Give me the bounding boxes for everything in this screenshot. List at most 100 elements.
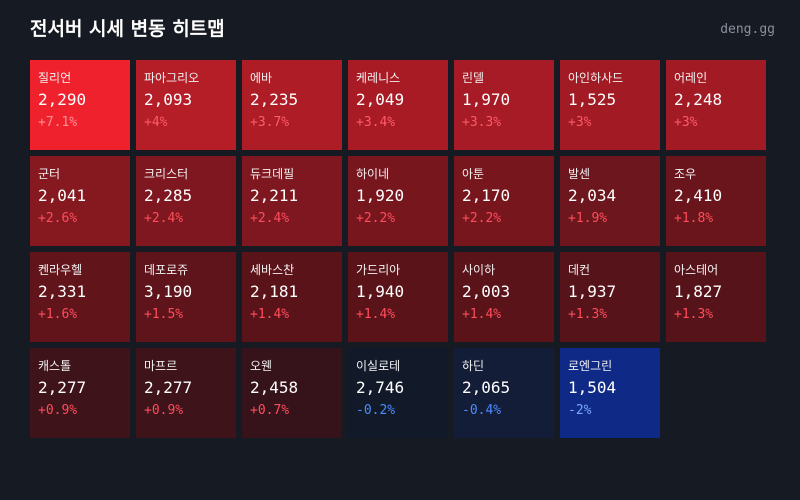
server-name: 아툰: [462, 167, 485, 181]
price-change: +3%: [568, 115, 592, 130]
price-change: +3%: [674, 115, 698, 130]
price-change: +7.1%: [38, 115, 78, 130]
server-price: 2,093: [144, 90, 193, 109]
server-name: 하이네: [356, 167, 390, 181]
price-change: +1.3%: [674, 307, 714, 322]
price-change: +1.5%: [144, 307, 184, 322]
price-change: +2.2%: [462, 211, 502, 226]
server-tile: 아툰 2,170 +2.2%: [454, 156, 554, 246]
server-name: 데포로쥬: [144, 263, 189, 277]
server-tile: 에바 2,235 +3.7%: [242, 60, 342, 150]
server-price: 1,525: [568, 90, 617, 109]
server-tile: 발센 2,034 +1.9%: [560, 156, 660, 246]
server-tile: 가드리아 1,940 +1.4%: [348, 252, 448, 342]
server-name: 듀크데필: [250, 167, 295, 181]
price-change: -0.4%: [462, 403, 502, 418]
price-change: +0.9%: [144, 403, 184, 418]
price-change: +1.9%: [568, 211, 608, 226]
server-name: 군터: [38, 167, 61, 181]
server-tile: 린델 1,970 +3.3%: [454, 60, 554, 150]
server-price: 2,331: [38, 282, 87, 301]
server-tile: 하딘 2,065 -0.4%: [454, 348, 554, 438]
price-change: +2.4%: [250, 211, 290, 226]
server-price: 2,211: [250, 186, 299, 205]
server-tile: 사이하 2,003 +1.4%: [454, 252, 554, 342]
server-tile: 질리언 2,290 +7.1%: [30, 60, 130, 150]
price-change: +2.6%: [38, 211, 78, 226]
page-title: 전서버 시세 변동 히트맵: [30, 18, 225, 40]
price-change: +3.4%: [356, 115, 396, 130]
server-tile: 크리스터 2,285 +2.4%: [136, 156, 236, 246]
server-name: 케레니스: [356, 71, 401, 85]
server-name: 하딘: [462, 359, 485, 373]
server-price: 2,458: [250, 378, 299, 397]
price-change: -0.2%: [356, 403, 396, 418]
server-price: 2,065: [462, 378, 511, 397]
server-price: 1,940: [356, 282, 405, 301]
server-price: 2,410: [674, 186, 723, 205]
server-name: 오웬: [250, 359, 273, 373]
price-change: +1.4%: [462, 307, 502, 322]
server-price: 2,746: [356, 378, 405, 397]
server-tile: 듀크데필 2,211 +2.4%: [242, 156, 342, 246]
server-price: 2,034: [568, 186, 617, 205]
server-name: 질리언: [38, 71, 72, 85]
server-price: 1,937: [568, 282, 617, 301]
server-tile: 아스테어 1,827 +1.3%: [666, 252, 766, 342]
server-name: 크리스터: [144, 167, 189, 181]
server-price: 1,970: [462, 90, 511, 109]
server-price: 1,827: [674, 282, 723, 301]
server-tile: 아인하사드 1,525 +3%: [560, 60, 660, 150]
server-name: 에바: [250, 71, 273, 85]
price-change: +1.6%: [38, 307, 78, 322]
brand: deng.gg: [720, 22, 775, 37]
price-change: +1.4%: [250, 307, 290, 322]
server-price: 2,290: [38, 90, 87, 109]
server-name: 캐스톨: [38, 359, 72, 373]
server-price: 2,285: [144, 186, 193, 205]
server-tile: 하이네 1,920 +2.2%: [348, 156, 448, 246]
server-tile: 마프르 2,277 +0.9%: [136, 348, 236, 438]
server-price: 2,181: [250, 282, 299, 301]
server-name: 아인하사드: [568, 71, 624, 85]
server-tile: 데컨 1,937 +1.3%: [560, 252, 660, 342]
server-name: 파아그리오: [144, 71, 200, 85]
price-change: +1.3%: [568, 307, 608, 322]
server-name: 로엔그린: [568, 359, 613, 373]
server-price: 2,041: [38, 186, 87, 205]
server-tile: 오웬 2,458 +0.7%: [242, 348, 342, 438]
server-tile: 군터 2,041 +2.6%: [30, 156, 130, 246]
price-change: +4%: [144, 115, 168, 130]
price-change: +0.9%: [38, 403, 78, 418]
server-tile: 로엔그린 1,504 -2%: [560, 348, 660, 438]
server-tile: 조우 2,410 +1.8%: [666, 156, 766, 246]
price-change: +3.7%: [250, 115, 290, 130]
server-name: 데컨: [568, 263, 591, 277]
server-tile: 케레니스 2,049 +3.4%: [348, 60, 448, 150]
server-price: 2,277: [144, 378, 193, 397]
server-price: 2,235: [250, 90, 299, 109]
server-tile: 데포로쥬 3,190 +1.5%: [136, 252, 236, 342]
server-price: 3,190: [144, 282, 193, 301]
server-tile: 세바스찬 2,181 +1.4%: [242, 252, 342, 342]
server-price: 2,248: [674, 90, 723, 109]
server-name: 켄라우헬: [38, 263, 83, 277]
server-name: 세바스찬: [250, 263, 295, 277]
server-tile: 어레인 2,248 +3%: [666, 60, 766, 150]
server-name: 발센: [568, 167, 591, 181]
server-tile: 켄라우헬 2,331 +1.6%: [30, 252, 130, 342]
server-price: 1,920: [356, 186, 405, 205]
server-name: 조우: [674, 167, 697, 181]
server-tile: 파아그리오 2,093 +4%: [136, 60, 236, 150]
price-change: +0.7%: [250, 403, 290, 418]
server-name: 마프르: [144, 359, 178, 373]
price-change: +1.8%: [674, 211, 714, 226]
server-price: 1,504: [568, 378, 617, 397]
price-change: -2%: [568, 403, 592, 418]
server-price: 2,170: [462, 186, 511, 205]
price-change: +3.3%: [462, 115, 502, 130]
price-change: +2.4%: [144, 211, 184, 226]
price-change: +2.2%: [356, 211, 396, 226]
server-price: 2,277: [38, 378, 87, 397]
